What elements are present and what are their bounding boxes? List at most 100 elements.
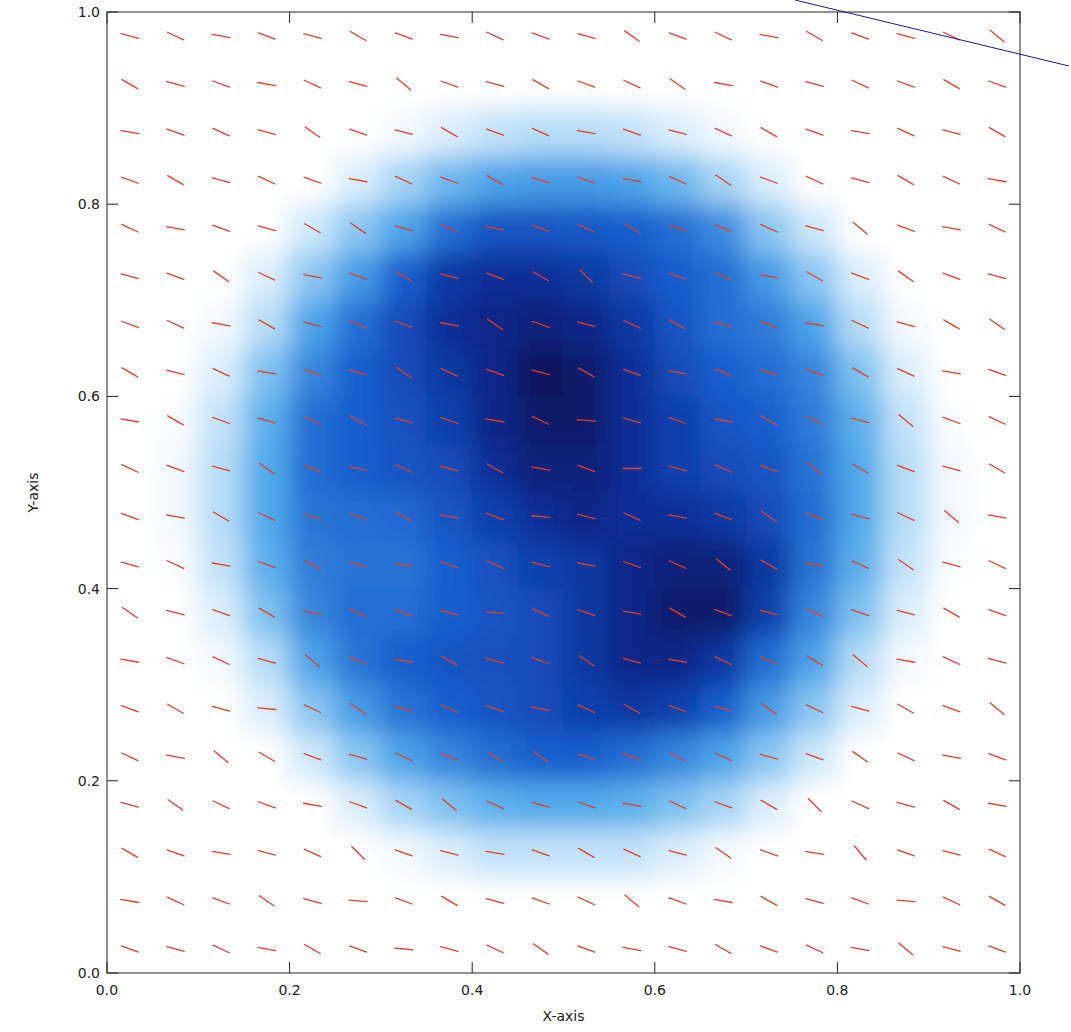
density-cell — [243, 396, 290, 445]
vector — [441, 274, 458, 279]
vector — [623, 418, 640, 423]
density-cell — [426, 588, 473, 637]
density-cell — [928, 12, 975, 61]
density-cell — [243, 444, 290, 493]
vector — [395, 659, 413, 662]
density-cell — [883, 732, 930, 781]
y-tick-right — [1009, 396, 1020, 397]
density-cell — [426, 444, 473, 493]
vector — [167, 947, 184, 952]
density-cell — [974, 828, 1020, 877]
vector — [807, 272, 823, 281]
vector — [624, 129, 641, 135]
vector — [943, 466, 960, 471]
y-tick-right — [1009, 588, 1020, 589]
vector — [213, 512, 229, 521]
density-cell — [837, 828, 884, 877]
vector — [441, 34, 459, 37]
density-cell — [289, 684, 336, 733]
vector — [760, 610, 777, 615]
vector — [305, 560, 321, 569]
density-cell — [746, 876, 793, 925]
density-cell — [335, 204, 382, 253]
vector — [258, 802, 275, 808]
density-cell — [152, 924, 199, 973]
density-cell — [974, 396, 1020, 445]
density-cell — [335, 444, 382, 493]
vector — [395, 321, 412, 327]
density-cell — [837, 396, 884, 445]
density-cell — [426, 636, 473, 685]
vector — [852, 178, 869, 183]
vector — [212, 34, 230, 37]
vector — [669, 706, 686, 712]
vector — [395, 948, 413, 950]
density-cell — [700, 348, 747, 397]
vector — [852, 706, 869, 711]
pointer-line — [795, 0, 1069, 66]
density-cell — [837, 636, 884, 685]
vector — [897, 322, 914, 327]
density-cell — [517, 492, 564, 541]
vector — [167, 321, 183, 329]
density-cell — [152, 396, 199, 445]
y-tick — [107, 780, 118, 781]
vector — [258, 371, 276, 374]
density-cell — [609, 588, 656, 637]
vector — [852, 80, 868, 88]
vector — [122, 848, 138, 857]
vector — [213, 801, 229, 809]
vector — [122, 607, 137, 617]
density-cell — [837, 348, 884, 397]
vector — [669, 947, 686, 952]
density-cell — [472, 732, 519, 781]
density-cell — [563, 396, 610, 445]
density-cell — [198, 732, 245, 781]
vector — [486, 851, 504, 854]
vector — [669, 515, 687, 518]
vector — [715, 225, 732, 231]
vector — [853, 655, 867, 667]
density-cell — [426, 780, 473, 829]
density-cell — [243, 732, 290, 781]
density-cell — [974, 60, 1020, 109]
vector — [487, 752, 503, 761]
density-cell — [883, 396, 930, 445]
vector — [669, 898, 686, 904]
density-cell — [928, 492, 975, 541]
vector — [304, 465, 321, 471]
vector — [943, 851, 960, 856]
density-cell — [335, 156, 382, 205]
density-cell — [746, 252, 793, 301]
vector — [807, 32, 823, 41]
x-tick-top — [289, 12, 290, 23]
density-cell — [563, 156, 610, 205]
density-cell — [837, 924, 884, 973]
density-cell — [289, 732, 336, 781]
vector — [624, 369, 641, 375]
vector — [213, 225, 230, 231]
density-cell — [243, 924, 290, 973]
vector — [533, 128, 549, 136]
vector — [213, 128, 229, 136]
density-cell — [700, 12, 747, 61]
vector — [761, 224, 777, 232]
vector — [532, 898, 549, 904]
vector — [304, 80, 320, 88]
vector — [396, 272, 412, 281]
density-cell — [517, 108, 564, 157]
vector — [579, 848, 595, 857]
vector — [397, 78, 411, 90]
vector — [487, 129, 504, 135]
vector — [441, 323, 459, 326]
density-cell — [198, 540, 245, 589]
vector — [669, 659, 687, 662]
density-cell — [472, 204, 519, 253]
density-cell — [746, 396, 793, 445]
density-cell — [883, 12, 930, 61]
density-cell — [152, 492, 199, 541]
density-cell — [791, 780, 838, 829]
density-cell — [928, 876, 975, 925]
vector — [625, 31, 640, 41]
density-cell — [152, 684, 199, 733]
